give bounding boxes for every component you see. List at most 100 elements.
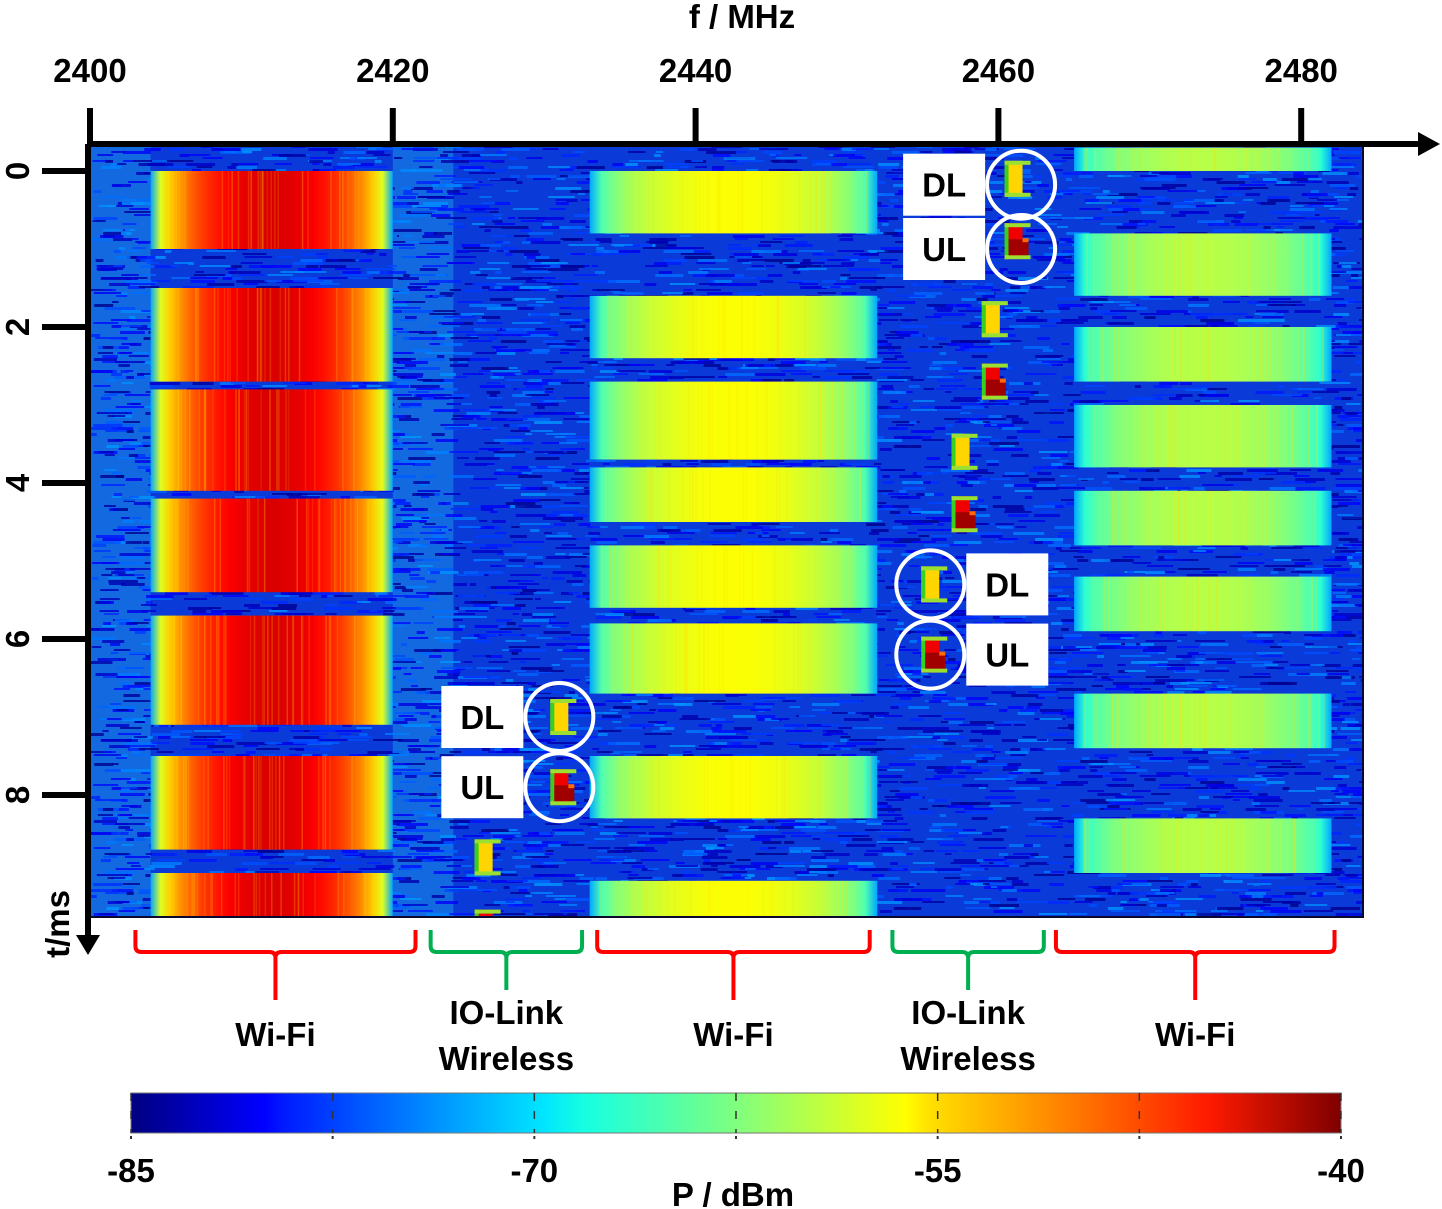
noise-streak bbox=[1060, 499, 1083, 501]
noise-streak bbox=[893, 445, 922, 448]
noise-streak bbox=[1017, 277, 1049, 280]
noise-streak bbox=[541, 226, 571, 229]
noise-streak bbox=[494, 454, 516, 457]
noise-streak bbox=[594, 271, 605, 274]
noise-streak bbox=[1019, 187, 1040, 189]
noise-streak bbox=[304, 286, 332, 289]
noise-streak bbox=[1291, 304, 1306, 306]
noise-streak bbox=[1141, 211, 1165, 214]
noise-streak bbox=[1145, 571, 1165, 574]
noise-streak bbox=[1081, 187, 1100, 189]
noise-streak bbox=[130, 400, 142, 402]
noise-streak bbox=[576, 181, 593, 184]
noise-streak bbox=[234, 496, 265, 498]
noise-streak bbox=[730, 277, 757, 279]
noise-streak bbox=[525, 433, 532, 435]
noise-streak bbox=[511, 526, 520, 528]
noise-streak bbox=[149, 385, 174, 388]
noise-streak bbox=[876, 250, 908, 253]
noise-streak bbox=[1031, 316, 1038, 319]
noise-streak bbox=[121, 517, 130, 519]
noise-streak bbox=[396, 523, 412, 526]
noise-streak bbox=[674, 370, 688, 372]
noise-streak bbox=[1294, 562, 1313, 565]
noise-streak bbox=[554, 481, 578, 483]
noise-streak bbox=[1326, 388, 1357, 391]
noise-streak bbox=[984, 244, 1010, 246]
noise-streak bbox=[967, 481, 980, 484]
noise-streak bbox=[1037, 160, 1067, 162]
noise-streak bbox=[1213, 295, 1235, 297]
noise-streak bbox=[422, 379, 444, 382]
noise-streak bbox=[936, 310, 952, 312]
noise-streak bbox=[924, 493, 934, 496]
noise-streak bbox=[97, 154, 114, 156]
noise-streak bbox=[916, 493, 933, 496]
noise-streak bbox=[451, 418, 474, 420]
noise-streak bbox=[820, 541, 832, 543]
noise-streak bbox=[940, 385, 966, 387]
noise-streak bbox=[131, 292, 151, 294]
noise-streak bbox=[518, 217, 546, 219]
noise-streak bbox=[93, 385, 111, 387]
noise-streak bbox=[276, 280, 308, 283]
noise-streak bbox=[1334, 304, 1347, 307]
noise-streak bbox=[572, 574, 587, 577]
noise-streak bbox=[493, 373, 517, 376]
noise-streak bbox=[119, 562, 145, 565]
noise-streak bbox=[1188, 205, 1217, 207]
noise-streak bbox=[927, 502, 937, 504]
noise-streak bbox=[1085, 487, 1113, 490]
noise-streak bbox=[231, 163, 239, 166]
noise-streak bbox=[520, 523, 551, 525]
noise-streak bbox=[334, 268, 361, 270]
noise-streak bbox=[1246, 187, 1269, 189]
noise-streak bbox=[496, 250, 504, 252]
noise-streak bbox=[1245, 316, 1254, 318]
noise-streak bbox=[1331, 238, 1342, 241]
noise-streak bbox=[108, 577, 137, 579]
noise-streak bbox=[662, 292, 683, 294]
noise-streak bbox=[398, 553, 424, 555]
noise-streak bbox=[1078, 316, 1103, 319]
noise-streak bbox=[1011, 418, 1024, 421]
noise-streak bbox=[1290, 205, 1304, 207]
noise-streak bbox=[911, 511, 943, 513]
noise-streak bbox=[509, 250, 539, 253]
noise-streak bbox=[794, 364, 816, 366]
noise-streak bbox=[1033, 256, 1065, 259]
noise-streak bbox=[463, 571, 479, 574]
noise-streak bbox=[137, 466, 157, 469]
noise-streak bbox=[518, 334, 531, 336]
noise-streak bbox=[469, 427, 498, 429]
noise-streak bbox=[561, 154, 580, 157]
noise-streak bbox=[1089, 574, 1105, 576]
noise-streak bbox=[983, 424, 1015, 427]
noise-streak bbox=[468, 160, 498, 162]
noise-streak bbox=[501, 148, 530, 151]
noise-streak bbox=[102, 562, 116, 564]
noise-streak bbox=[560, 319, 583, 321]
noise-streak bbox=[942, 556, 952, 559]
noise-streak bbox=[1035, 538, 1064, 541]
noise-streak bbox=[925, 472, 950, 474]
noise-streak bbox=[568, 289, 577, 292]
noise-streak bbox=[692, 274, 719, 277]
noise-streak bbox=[495, 349, 525, 352]
noise-streak bbox=[1091, 559, 1111, 562]
noise-streak bbox=[555, 547, 566, 549]
noise-streak bbox=[485, 544, 513, 547]
noise-streak bbox=[1347, 547, 1363, 549]
noise-streak bbox=[401, 187, 414, 189]
noise-streak bbox=[118, 346, 129, 349]
noise-streak bbox=[901, 553, 914, 556]
noise-streak bbox=[1068, 187, 1086, 189]
noise-streak bbox=[1188, 304, 1209, 307]
noise-streak bbox=[431, 529, 441, 532]
noise-streak bbox=[956, 532, 967, 534]
noise-streak bbox=[480, 508, 494, 511]
noise-streak bbox=[1004, 472, 1025, 475]
noise-streak bbox=[1140, 175, 1158, 177]
noise-streak bbox=[487, 409, 517, 411]
noise-streak bbox=[1348, 343, 1363, 345]
